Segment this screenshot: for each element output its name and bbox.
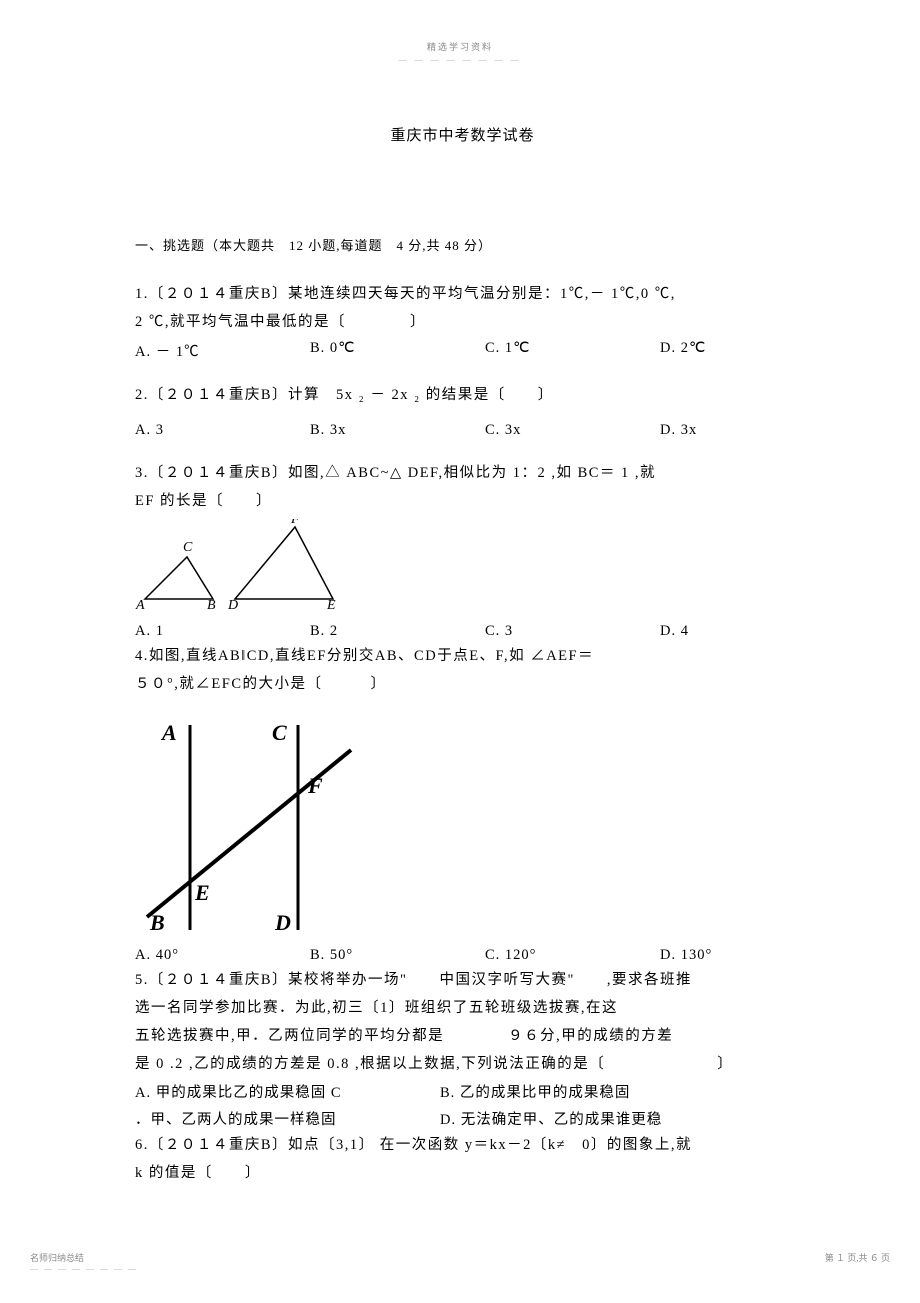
q4-options: A. 40° B. 50° C. 120° D. 130° xyxy=(135,947,790,964)
q4-line2: ５０°,就∠EFC的大小是〔 〕 xyxy=(135,674,790,696)
label-A2: A xyxy=(160,720,177,745)
q5-options-row2: ．甲、乙两人的成果一样稳固 D. 无法确定甲、乙的成果谁更稳 xyxy=(135,1108,790,1129)
q4-opt-a: A. 40° xyxy=(135,947,310,964)
header-dashes: — — — — — — — — xyxy=(0,55,920,64)
footer-left-text: 名师归纳总结 xyxy=(30,1251,138,1264)
label-F2: F xyxy=(307,773,323,798)
q3-opt-b: B. 2 xyxy=(310,623,485,640)
footer-left-dashes: — — — — — — — — xyxy=(30,1264,138,1273)
q5-line3: 五轮选拔赛中,甲．乙两位同学的平均分都是 ９６分,甲的成绩的方差 xyxy=(135,1026,790,1048)
label-C: C xyxy=(183,540,193,555)
q5-options-row1: A. 甲的成果比乙的成果稳固 C B. 乙的成果比甲的成果稳固 xyxy=(135,1081,790,1102)
q1-line2: 2 ℃,就平均气温中最低的是〔 〕 xyxy=(135,312,790,334)
label-D: D xyxy=(227,598,238,613)
q4-opt-c: C. 120° xyxy=(485,947,660,964)
footer: 名师归纳总结 — — — — — — — — 第 １ 页,共 ６ 页 xyxy=(0,1251,920,1273)
q1-opt-a: A. － 1℃ xyxy=(135,340,310,361)
q2-options: A. 3 B. 3x C. 3x D. 3x xyxy=(135,422,790,439)
q1-opt-d: D. 2℃ xyxy=(660,340,706,361)
page-title: 重庆市中考数学试卷 xyxy=(135,124,790,145)
header-small-text: 精选学习资料 xyxy=(0,0,920,53)
q3-line1: 3.〔２０１４重庆B〕如图,△ ABC~△ DEF,相似比为 1：2 ,如 BC… xyxy=(135,463,790,485)
q3-opt-c: C. 3 xyxy=(485,623,660,640)
label-B2: B xyxy=(149,910,165,935)
q5-opt-c: ．甲、乙两人的成果一样稳固 xyxy=(135,1108,440,1129)
q4-opt-d: D. 130° xyxy=(660,947,712,964)
q4-figure: A B C D E F xyxy=(135,715,790,945)
q3-options: A. 1 B. 2 C. 3 D. 4 xyxy=(135,623,790,640)
q5-opt-b: B. 乙的成果比甲的成果稳固 xyxy=(440,1081,745,1102)
q3-figure: A B C D E F xyxy=(135,519,790,619)
q1-options: A. － 1℃ B. 0℃ C. 1℃ D. 2℃ xyxy=(135,340,790,361)
label-F: F xyxy=(290,519,300,527)
q6-line2: k 的值是〔 〕 xyxy=(135,1163,790,1185)
q5-line2: 选一名同学参加比赛．为此,初三〔1〕班组织了五轮班级选拔赛,在这 xyxy=(135,998,790,1020)
section-heading: 一、挑选题（本大题共 12 小题,每道题 4 分,共 48 分） xyxy=(135,235,790,254)
q5-opt-d: D. 无法确定甲、乙的成果谁更稳 xyxy=(440,1108,745,1129)
label-E2: E xyxy=(194,880,210,905)
triangles-svg: A B C D E F xyxy=(135,519,355,614)
q3-opt-d: D. 4 xyxy=(660,623,689,640)
label-B: B xyxy=(207,598,216,613)
q4-line1: 4.如图,直线AB‖CD,直线EF分别交AB、CD于点E、F,如 ∠AEF＝ xyxy=(135,646,790,668)
q2-opt-d: D. 3x xyxy=(660,422,697,439)
parallel-lines-svg: A B C D E F xyxy=(135,715,395,940)
q1-opt-c: C. 1℃ xyxy=(485,340,660,361)
label-D2: D xyxy=(274,910,291,935)
q6-line1: 6.〔２０１４重庆B〕如点〔3,1〕 在一次函数 y＝kx－2〔k≠ 0〕的图象… xyxy=(135,1135,790,1157)
q1-line1: 1.〔２０１４重庆B〕某地连续四天每天的平均气温分别是：1℃,－ 1℃,0 ℃, xyxy=(135,284,790,306)
q5-line1: 5.〔２０１４重庆B〕某校将举办一场" 中国汉字听写大赛" ,要求各班推 xyxy=(135,970,790,992)
q5-line4: 是 0 .2 ,乙的成绩的方差是 0.8 ,根据以上数据,下列说法正确的是〔 〕 xyxy=(135,1054,790,1076)
q1-opt-b: B. 0℃ xyxy=(310,340,485,361)
q3-opt-a: A. 1 xyxy=(135,623,310,640)
q2-line1: 2.〔２０１４重庆B〕计算 5x ₂ － 2x ₂ 的结果是〔 〕 xyxy=(135,385,790,407)
content-area: 重庆市中考数学试卷 一、挑选题（本大题共 12 小题,每道题 4 分,共 48 … xyxy=(0,64,920,1185)
q2-opt-c: C. 3x xyxy=(485,422,660,439)
label-E: E xyxy=(326,598,336,613)
label-C2: C xyxy=(272,720,287,745)
label-A: A xyxy=(135,598,145,613)
q5-opt-a: A. 甲的成果比乙的成果稳固 C xyxy=(135,1081,440,1102)
footer-right: 第 １ 页,共 ６ 页 xyxy=(825,1251,890,1273)
q3-line2: EF 的长是〔 〕 xyxy=(135,491,790,513)
q4-opt-b: B. 50° xyxy=(310,947,485,964)
q2-opt-a: A. 3 xyxy=(135,422,310,439)
q2-opt-b: B. 3x xyxy=(310,422,485,439)
footer-left: 名师归纳总结 — — — — — — — — xyxy=(30,1251,138,1273)
